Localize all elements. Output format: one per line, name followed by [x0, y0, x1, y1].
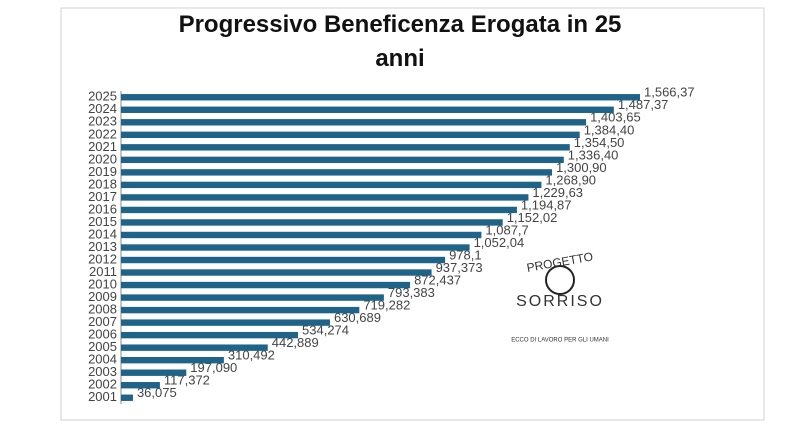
data-label: 197,090 — [190, 360, 237, 375]
bar — [121, 131, 580, 139]
y-tick-label: 2024 — [88, 101, 117, 116]
data-label: 1,384,40 — [584, 122, 635, 137]
data-label: 1,300,90 — [556, 160, 607, 175]
data-label: 534,274 — [302, 323, 349, 338]
data-label: 1,229,63 — [532, 185, 583, 200]
bar — [121, 394, 133, 401]
y-tick-label: 2007 — [88, 314, 117, 329]
logo-face — [545, 265, 575, 295]
bar — [121, 244, 470, 251]
bar — [121, 119, 587, 126]
data-label: 1,403,65 — [590, 110, 641, 125]
bar — [121, 294, 384, 301]
data-label: 117,372 — [164, 373, 210, 388]
y-tick-label: 2015 — [88, 214, 117, 229]
data-label: 630,689 — [334, 310, 381, 325]
data-label: 1,087,7 — [485, 222, 528, 237]
data-label: 310,492 — [228, 348, 275, 363]
data-label: 1,052,04 — [474, 235, 525, 250]
bar — [121, 344, 268, 351]
y-tick-label: 2013 — [88, 239, 117, 254]
data-label: 1,354,50 — [574, 135, 625, 150]
y-tick-label: 2012 — [88, 251, 117, 266]
bar — [121, 269, 432, 276]
y-tick-label: 2023 — [88, 114, 117, 129]
bar — [121, 169, 553, 176]
bar — [121, 331, 299, 339]
data-label: 872,437 — [414, 272, 461, 287]
bar — [121, 382, 160, 389]
bar — [121, 306, 360, 314]
bar — [121, 356, 224, 364]
bar — [121, 231, 482, 239]
bar — [121, 106, 614, 113]
logo-caption: ECCO DI LAVORO PER GLI UMANI — [511, 338, 609, 344]
bar — [121, 219, 503, 226]
y-tick-label: 2022 — [88, 126, 117, 141]
y-tick-label: 2001 — [88, 389, 117, 404]
bar — [121, 156, 564, 164]
data-label: 1,268,90 — [545, 172, 596, 187]
data-label: 1,487,37 — [618, 97, 669, 112]
data-label: 36,075 — [137, 385, 177, 400]
y-tick-label: 2005 — [88, 339, 117, 354]
logo-text: SORRISO — [516, 293, 604, 310]
bar — [121, 281, 411, 289]
data-label: 719,282 — [363, 298, 410, 313]
y-tick-label: 2006 — [88, 327, 117, 342]
bar — [121, 144, 570, 151]
data-label: 1,194,87 — [521, 197, 572, 212]
y-tick-label: 2016 — [88, 201, 117, 216]
y-tick-label: 2020 — [88, 151, 117, 166]
y-tick-label: 2011 — [89, 264, 117, 279]
y-tick-label: 2008 — [88, 302, 117, 317]
bar — [121, 319, 330, 326]
bar — [121, 369, 187, 376]
y-tick-label: 2017 — [88, 189, 117, 204]
y-tick-label: 2018 — [88, 176, 117, 191]
y-tick-label: 2004 — [88, 352, 117, 367]
data-label: 442,889 — [272, 335, 319, 350]
data-label: 1,336,40 — [568, 147, 619, 162]
y-tick-label: 2002 — [88, 377, 117, 392]
y-tick-label: 2003 — [88, 364, 117, 379]
y-tick-label: 2014 — [88, 226, 117, 241]
bar — [121, 181, 542, 189]
chart-title: Progressivo Beneficenza Erogata in 25 ann… — [179, 11, 622, 72]
data-label: 978,1 — [449, 247, 482, 262]
y-tick-label: 2021 — [88, 139, 117, 154]
bar — [121, 194, 529, 201]
bar — [121, 256, 446, 264]
bar — [121, 206, 517, 214]
chart-frame — [60, 7, 765, 421]
y-tick-label: 2019 — [88, 164, 117, 179]
bar — [121, 94, 640, 101]
y-tick-label: 2010 — [88, 276, 117, 291]
data-label: 937,373 — [436, 260, 483, 275]
data-label: 1,566,37 — [644, 85, 695, 100]
data-label: 1,152,02 — [507, 210, 558, 225]
y-tick-label: 2025 — [88, 89, 117, 104]
data-label: 793,383 — [388, 285, 435, 300]
y-tick-label: 2009 — [88, 289, 117, 304]
